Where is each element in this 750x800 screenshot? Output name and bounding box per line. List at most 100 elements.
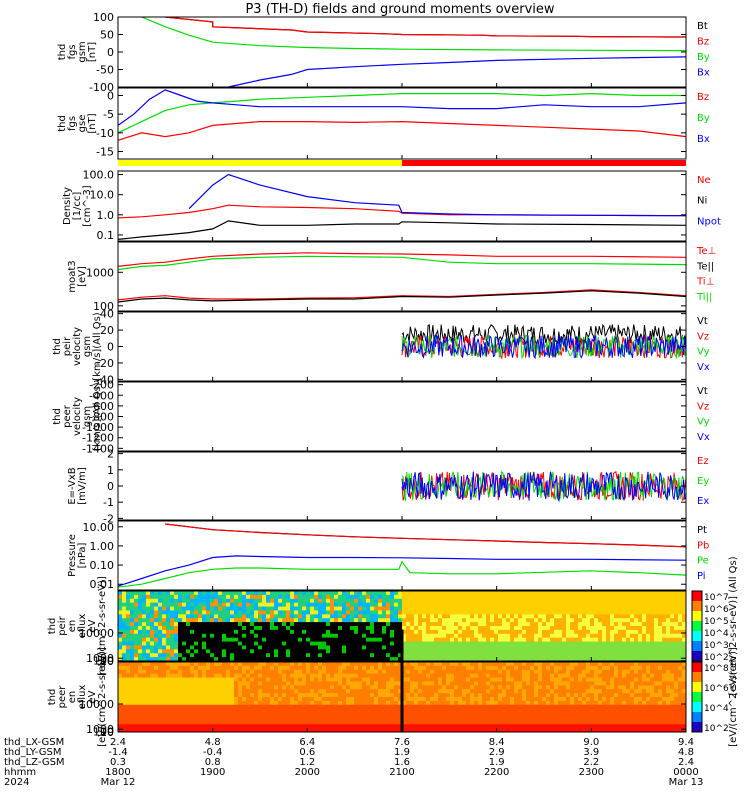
spectrogram-cell (118, 649, 123, 654)
spectrogram-cell (206, 629, 211, 635)
spectrogram-cell (266, 633, 271, 639)
spectrogram-cell (582, 708, 587, 714)
pressure-frame (117, 520, 687, 591)
spectrogram-cell (194, 610, 199, 615)
spectrogram-cell (678, 602, 683, 608)
spectrogram-cell (534, 673, 539, 679)
spectrogram-cell (218, 594, 223, 600)
spectrogram-cell (574, 662, 579, 667)
spectrogram-cell (378, 641, 383, 647)
spectrogram-cell (278, 697, 283, 702)
spectrogram-cell (230, 637, 235, 643)
spectrogram-cell (150, 657, 155, 661)
spectrogram-cell (142, 704, 147, 710)
spectrogram-cell (434, 681, 439, 686)
spectrogram-cell (138, 637, 143, 643)
spectrogram-cell (222, 637, 227, 643)
spectrogram-cell (574, 602, 579, 608)
spectrogram-cell (134, 591, 139, 596)
spectrogram-cell (218, 633, 223, 639)
spectrogram-cell (422, 629, 427, 635)
spectrogram-cell (634, 594, 639, 600)
spectrogram-cell (434, 685, 439, 690)
spectrogram-cell (198, 645, 203, 650)
spectrogram-cell (410, 708, 415, 714)
spectrogram-cell (130, 677, 135, 683)
series-peir_velocity-Vx (401, 333, 686, 360)
spectrogram-cell (130, 728, 135, 732)
spectrogram-cell (118, 673, 123, 679)
spectrogram-cell (466, 606, 471, 612)
spectrogram-cell (210, 591, 215, 596)
spectrogram-cell (190, 614, 195, 619)
spectrogram-cell (486, 720, 491, 725)
spectrogram-cell (166, 594, 171, 600)
spectrogram-cell (250, 618, 255, 623)
spectrogram-cell (454, 669, 459, 675)
spectrogram-cell (362, 724, 367, 729)
spectrogram-cell (186, 724, 191, 729)
y-tick-label: 100 (93, 11, 114, 24)
spectrogram-cell (390, 681, 395, 686)
spectrogram-cell (130, 602, 135, 608)
spectrogram-cell (254, 662, 259, 667)
spectrogram-cell (386, 622, 391, 627)
spectrogram-cell (426, 728, 431, 732)
spectrogram-cell (474, 653, 479, 658)
spectrogram-cell (118, 653, 123, 658)
spectrogram-cell (206, 610, 211, 615)
spectrogram-cell (318, 614, 323, 619)
spectrogram-cell (382, 626, 387, 631)
spectrogram-cell (154, 662, 159, 667)
spectrogram-cell (538, 641, 543, 647)
spectrogram-cell (166, 689, 171, 694)
spectrogram-cell (682, 629, 686, 635)
spectrogram-cell (302, 665, 307, 671)
spectrogram-cell (510, 649, 515, 654)
spectrogram-cell (386, 610, 391, 615)
spectrogram-cell (406, 728, 411, 732)
spectrogram-cell (498, 591, 503, 596)
spectrogram-cell (518, 598, 523, 604)
spectrogram-cell (290, 681, 295, 686)
spectrogram-cell (414, 641, 419, 647)
spectrogram-cell (462, 673, 467, 679)
spectrogram-cell (490, 657, 495, 661)
spectrogram-cell (222, 649, 227, 654)
spectrogram-cell (330, 637, 335, 643)
spectrogram-cell (350, 637, 355, 643)
spectrogram-cell (398, 716, 403, 721)
spectrogram-cell (154, 591, 159, 596)
pressure-data (118, 523, 686, 588)
spectrogram-cell (402, 614, 407, 619)
spectrogram-cell (298, 657, 303, 661)
spectrogram-cell (266, 626, 271, 631)
spectrogram-cell (294, 689, 299, 694)
spectrogram-cell (194, 637, 199, 643)
spectrogram-cell (118, 598, 123, 604)
spectrogram-cell (150, 673, 155, 679)
spectrogram-cell (254, 591, 259, 596)
spectrogram-cell (630, 633, 635, 639)
spectrogram-cell (158, 618, 163, 623)
spectrogram-cell (174, 720, 179, 725)
spectrogram-cell (174, 626, 179, 631)
spectrogram-cell (670, 618, 675, 623)
spectrogram-cell (190, 602, 195, 608)
spectrogram-cell (386, 724, 391, 729)
spectrogram-cell (158, 716, 163, 721)
spectrogram-cell (186, 708, 191, 714)
spectrogram-cell (386, 708, 391, 714)
spectrogram-cell (374, 618, 379, 623)
spectrogram-cell (126, 653, 131, 658)
spectrogram-cell (162, 681, 167, 686)
spectrogram-cell (282, 720, 287, 725)
spectrogram-cell (474, 591, 479, 596)
spectrogram-cell (526, 657, 531, 661)
spectrogram-cell (366, 653, 371, 658)
spectrogram-cell (238, 720, 243, 725)
spectrogram-cell (518, 689, 523, 694)
spectrogram-cell (610, 602, 615, 608)
spectrogram-cell (682, 657, 686, 661)
